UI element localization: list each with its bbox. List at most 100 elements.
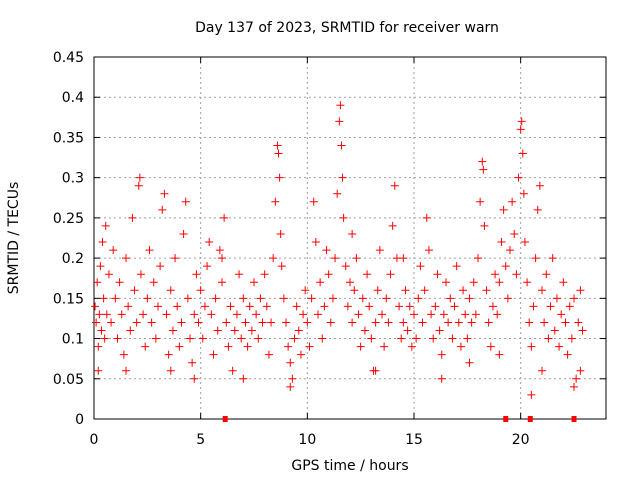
data-point [209, 350, 218, 359]
data-point [147, 318, 156, 327]
data-point [479, 165, 488, 174]
data-point [164, 350, 173, 359]
data-point [540, 318, 549, 327]
data-point [482, 286, 491, 295]
data-point [171, 254, 180, 263]
data-point [250, 278, 258, 287]
data-point [508, 197, 517, 206]
data-point [324, 270, 333, 279]
data-point [514, 173, 523, 182]
y-tick-label: 0.35 [53, 130, 84, 146]
data-point [299, 310, 308, 319]
y-tick-label: 0.25 [53, 211, 84, 227]
data-point [154, 302, 162, 311]
data-point [243, 342, 252, 351]
data-point [277, 262, 286, 271]
data-point [273, 141, 282, 150]
data-point [222, 318, 231, 327]
data-point [135, 173, 144, 182]
data-point [230, 326, 239, 335]
data-point [358, 294, 367, 303]
data-point [452, 262, 461, 271]
data-point [538, 286, 546, 295]
data-point [303, 318, 312, 327]
data-point [264, 350, 273, 359]
data-point [235, 270, 244, 279]
data-point [326, 318, 335, 327]
y-tick-label: 0.2 [62, 251, 84, 267]
warning-marker [571, 416, 577, 422]
data-point [239, 294, 248, 303]
data-point [267, 318, 276, 327]
data-point [461, 310, 470, 319]
data-point [354, 310, 363, 319]
data-point [538, 366, 546, 375]
data-point [478, 157, 487, 166]
data-point [151, 334, 160, 343]
data-point [339, 213, 348, 222]
data-point [480, 221, 489, 230]
data-point [107, 318, 116, 327]
data-point [331, 254, 340, 263]
data-point [437, 374, 446, 383]
data-point [111, 294, 120, 303]
x-tick-label: 20 [512, 432, 530, 448]
data-point [446, 294, 455, 303]
data-point [567, 334, 576, 343]
y-tick-label: 0.3 [62, 171, 84, 187]
data-point [102, 310, 111, 319]
data-point [474, 254, 482, 263]
data-point [338, 173, 347, 182]
x-tick-label: 0 [90, 432, 99, 448]
data-point [122, 366, 130, 375]
data-point [292, 302, 301, 311]
data-point [386, 270, 395, 279]
data-point [252, 310, 261, 319]
data-point [412, 334, 421, 343]
data-point [192, 270, 201, 279]
data-point [465, 358, 474, 367]
data-point [311, 238, 320, 247]
data-point [535, 181, 544, 190]
data-point [97, 326, 106, 335]
data-point [346, 278, 354, 287]
data-point [211, 294, 220, 303]
data-point [527, 342, 536, 351]
y-axis-title: SRMTID / TECUs [6, 182, 22, 295]
data-point [403, 326, 412, 335]
data-point [196, 286, 205, 295]
data-point [228, 366, 237, 375]
chart-title: Day 137 of 2023, SRMTID for receiver war… [195, 20, 499, 36]
data-point [224, 342, 233, 351]
data-point [309, 197, 318, 206]
data-point [471, 310, 480, 319]
data-point [258, 318, 267, 327]
data-point [296, 350, 305, 359]
data-point [570, 382, 578, 391]
data-point [190, 310, 199, 319]
data-point [226, 302, 235, 311]
data-point [132, 318, 141, 327]
data-point [533, 205, 542, 214]
data-point [501, 262, 510, 271]
data-point [437, 350, 446, 359]
axis-ticks: 0 0.05 0.1 0.15 0.2 0.25 0.3 0.35 0.4 0.45 0 5 10 15 2… [53, 50, 606, 448]
data-point [439, 310, 448, 319]
data-point [348, 318, 357, 327]
data-point [548, 254, 557, 263]
data-point [352, 254, 361, 263]
data-point [168, 326, 177, 335]
data-point [275, 173, 284, 182]
data-point [100, 334, 109, 343]
data-point [467, 318, 476, 327]
data-point [96, 262, 105, 271]
data-point [557, 310, 566, 319]
data-point [337, 141, 346, 150]
data-point [173, 302, 182, 311]
data-point [126, 326, 135, 335]
data-point [519, 189, 528, 198]
data-point [183, 294, 192, 303]
data-point [512, 270, 521, 279]
data-point [378, 310, 386, 319]
